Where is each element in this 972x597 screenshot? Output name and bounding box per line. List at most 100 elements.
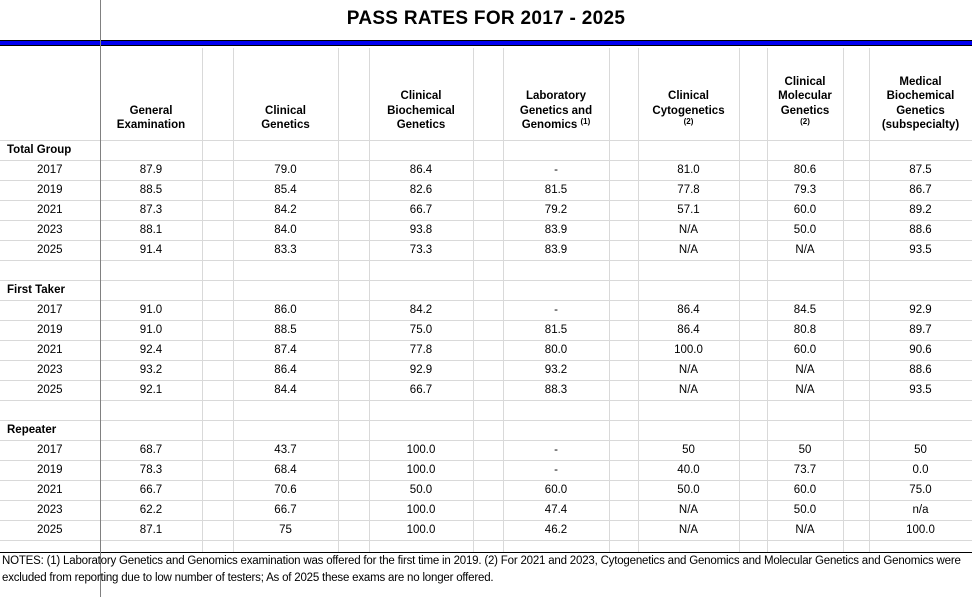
section-label[interactable]: Repeater (0, 419, 101, 441)
value-cell[interactable]: 50 (868, 439, 972, 461)
value-cell[interactable]: 93.8 (368, 219, 474, 241)
value-cell[interactable]: 100.0 (368, 499, 474, 521)
value-cell[interactable]: 91.4 (99, 239, 203, 261)
value-cell[interactable]: 100.0 (868, 519, 972, 541)
value-cell[interactable]: 79.0 (232, 159, 339, 181)
value-cell[interactable]: 89.7 (868, 319, 972, 341)
value-cell[interactable]: 60.0 (766, 339, 844, 361)
value-cell[interactable]: 82.6 (368, 179, 474, 201)
value-cell[interactable]: 85.4 (232, 179, 339, 201)
value-cell[interactable]: 87.5 (868, 159, 972, 181)
value-cell[interactable]: 60.0 (766, 479, 844, 501)
value-cell[interactable]: 50.0 (766, 219, 844, 241)
year-cell[interactable]: 2021 (0, 339, 101, 361)
value-cell[interactable]: 81.5 (502, 179, 610, 201)
year-cell[interactable]: 2017 (0, 159, 101, 181)
value-cell[interactable]: 92.9 (368, 359, 474, 381)
value-cell[interactable]: 100.0 (368, 439, 474, 461)
value-cell[interactable]: 75.0 (868, 479, 972, 501)
value-cell[interactable]: 84.2 (368, 299, 474, 321)
column-header[interactable]: Laboratory Genetics and Genomics (1) (502, 48, 610, 141)
value-cell[interactable]: 87.9 (99, 159, 203, 181)
value-cell[interactable]: 60.0 (766, 199, 844, 221)
value-cell[interactable]: N/A (637, 219, 740, 241)
column-header[interactable]: General Examination (99, 48, 203, 141)
year-cell[interactable]: 2023 (0, 359, 101, 381)
value-cell[interactable]: 100.0 (368, 459, 474, 481)
value-cell[interactable]: 68.4 (232, 459, 339, 481)
value-cell[interactable]: 84.0 (232, 219, 339, 241)
value-cell[interactable]: 91.0 (99, 319, 203, 341)
value-cell[interactable]: 84.2 (232, 199, 339, 221)
value-cell[interactable]: 93.2 (502, 359, 610, 381)
value-cell[interactable]: 75.0 (368, 319, 474, 341)
value-cell[interactable]: 80.8 (766, 319, 844, 341)
year-cell[interactable]: 2017 (0, 439, 101, 461)
value-cell[interactable]: 87.1 (99, 519, 203, 541)
value-cell[interactable]: 88.3 (502, 379, 610, 401)
year-cell[interactable]: 2025 (0, 519, 101, 541)
value-cell[interactable]: - (502, 459, 610, 481)
value-cell[interactable]: N/A (766, 519, 844, 541)
year-cell[interactable]: 2023 (0, 499, 101, 521)
value-cell[interactable]: 47.4 (502, 499, 610, 521)
value-cell[interactable]: 86.4 (637, 299, 740, 321)
value-cell[interactable]: N/A (637, 359, 740, 381)
value-cell[interactable]: 50 (766, 439, 844, 461)
value-cell[interactable]: 89.2 (868, 199, 972, 221)
value-cell[interactable]: N/A (637, 379, 740, 401)
value-cell[interactable]: 92.1 (99, 379, 203, 401)
value-cell[interactable]: N/A (766, 379, 844, 401)
value-cell[interactable]: 73.7 (766, 459, 844, 481)
value-cell[interactable]: 86.4 (637, 319, 740, 341)
value-cell[interactable]: 84.5 (766, 299, 844, 321)
value-cell[interactable]: 93.5 (868, 379, 972, 401)
value-cell[interactable]: N/A (637, 239, 740, 261)
section-label[interactable]: First Taker (0, 279, 101, 301)
value-cell[interactable]: 0.0 (868, 459, 972, 481)
value-cell[interactable]: 93.2 (99, 359, 203, 381)
year-cell[interactable]: 2021 (0, 199, 101, 221)
value-cell[interactable]: 88.1 (99, 219, 203, 241)
value-cell[interactable]: 87.4 (232, 339, 339, 361)
column-header[interactable]: Clinical Cytogenetics (2) (637, 48, 740, 141)
value-cell[interactable]: 79.3 (766, 179, 844, 201)
value-cell[interactable]: 57.1 (637, 199, 740, 221)
year-cell[interactable]: 2021 (0, 479, 101, 501)
value-cell[interactable]: 87.3 (99, 199, 203, 221)
value-cell[interactable]: 80.6 (766, 159, 844, 181)
value-cell[interactable]: 43.7 (232, 439, 339, 461)
value-cell[interactable]: 78.3 (99, 459, 203, 481)
value-cell[interactable]: 40.0 (637, 459, 740, 481)
value-cell[interactable]: 88.5 (232, 319, 339, 341)
value-cell[interactable]: 92.4 (99, 339, 203, 361)
value-cell[interactable]: 100.0 (637, 339, 740, 361)
value-cell[interactable]: 86.7 (868, 179, 972, 201)
value-cell[interactable]: 88.5 (99, 179, 203, 201)
value-cell[interactable]: 88.6 (868, 219, 972, 241)
value-cell[interactable]: - (502, 159, 610, 181)
section-label[interactable]: Total Group (0, 139, 101, 161)
value-cell[interactable]: 80.0 (502, 339, 610, 361)
value-cell[interactable]: 84.4 (232, 379, 339, 401)
value-cell[interactable]: 91.0 (99, 299, 203, 321)
column-header[interactable]: Clinical Genetics (232, 48, 339, 141)
value-cell[interactable]: 66.7 (232, 499, 339, 521)
value-cell[interactable]: 50.0 (368, 479, 474, 501)
value-cell[interactable]: 75 (232, 519, 339, 541)
value-cell[interactable]: 86.4 (232, 359, 339, 381)
year-cell[interactable]: 2023 (0, 219, 101, 241)
column-header[interactable]: Clinical Biochemical Genetics (368, 48, 474, 141)
column-header[interactable]: Medical Biochemical Genetics (subspecialty) (868, 48, 972, 141)
year-cell[interactable]: 2019 (0, 459, 101, 481)
value-cell[interactable]: 50 (637, 439, 740, 461)
value-cell[interactable]: - (502, 299, 610, 321)
value-cell[interactable]: 100.0 (368, 519, 474, 541)
year-cell[interactable]: 2025 (0, 239, 101, 261)
value-cell[interactable]: 77.8 (368, 339, 474, 361)
value-cell[interactable]: 86.4 (368, 159, 474, 181)
year-cell[interactable]: 2025 (0, 379, 101, 401)
year-cell[interactable]: 2019 (0, 319, 101, 341)
value-cell[interactable]: 83.9 (502, 219, 610, 241)
value-cell[interactable]: 88.6 (868, 359, 972, 381)
